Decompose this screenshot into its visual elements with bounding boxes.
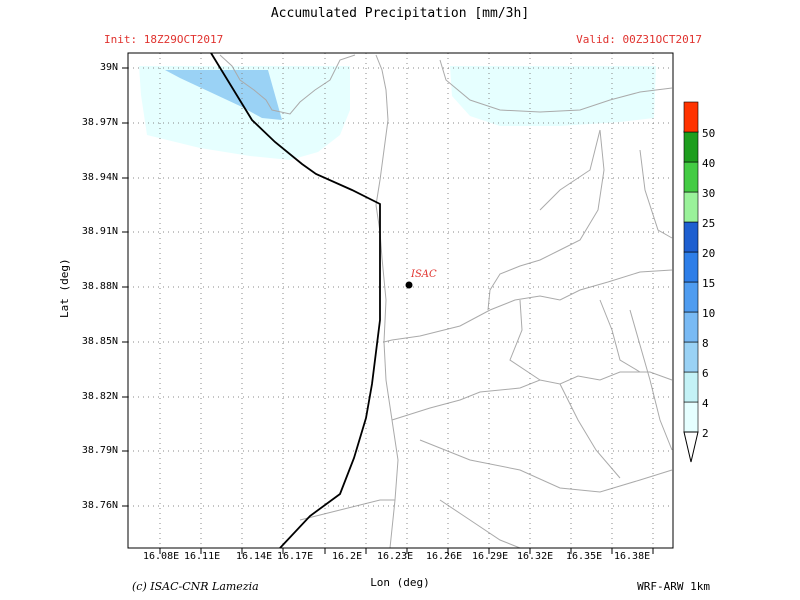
valid-time-label: Valid: 00Z31OCT2017 xyxy=(576,33,702,46)
colorbar-label: 20 xyxy=(702,247,716,260)
y-tick-label: 38.79N xyxy=(81,445,118,456)
colorbar-label: 2 xyxy=(702,427,709,440)
colorbar-label: 50 xyxy=(702,127,716,140)
x-tick-label: 16.2E xyxy=(332,551,363,562)
colorbar-swatch xyxy=(683,131,699,163)
plot-frame xyxy=(127,52,674,549)
map-title: Accumulated Precipitation [mm/3h] xyxy=(270,6,530,21)
axis-ticks xyxy=(122,67,654,554)
colorbar-swatch xyxy=(683,281,699,313)
colorbar-swatch xyxy=(683,101,699,133)
precip-area-nw xyxy=(139,66,350,160)
y-tick-label: 38.88N xyxy=(81,281,118,292)
x-tick-label: 16.23E xyxy=(377,551,414,562)
colorbar-swatch xyxy=(683,401,699,433)
colorbar-swatch xyxy=(683,251,699,283)
x-tick-label: 16.08E xyxy=(143,551,180,562)
precip-area-ne xyxy=(450,66,656,126)
x-tick-label: 16.17E xyxy=(277,551,314,562)
y-tick-label: 39N xyxy=(99,62,118,73)
station-marker xyxy=(405,281,413,289)
x-tick-label: 16.14E xyxy=(236,551,273,562)
credit-label: (c) ISAC-CNR Lamezia xyxy=(132,580,259,593)
colorbar-label: 10 xyxy=(702,307,716,320)
x-tick-label: 16.29E xyxy=(472,551,509,562)
colorbar-cap-bottom xyxy=(683,431,699,463)
graticule xyxy=(128,53,673,548)
y-tick-label: 38.76N xyxy=(81,500,118,511)
precip-area-core xyxy=(165,70,282,120)
colorbar-label: 15 xyxy=(702,277,716,290)
colorbar-swatch xyxy=(683,191,699,223)
colorbar-swatch xyxy=(683,311,699,343)
colorbar-label: 25 xyxy=(702,217,716,230)
coastline xyxy=(210,52,381,549)
precip-fields xyxy=(139,66,656,160)
colorbar-label: 6 xyxy=(702,367,709,380)
x-tick-label: 16.35E xyxy=(566,551,603,562)
y-tick-label: 38.94N xyxy=(81,172,118,183)
colorbar-swatch xyxy=(683,341,699,373)
y-tick-label: 38.85N xyxy=(81,336,118,347)
colorbar-label: 8 xyxy=(702,337,709,350)
y-tick-label: 38.82N xyxy=(81,391,118,402)
x-tick-label: 16.32E xyxy=(517,551,554,562)
colorbar xyxy=(683,101,699,463)
y-axis-label: Lat (deg) xyxy=(58,258,71,318)
model-label: WRF-ARW 1km xyxy=(637,580,710,593)
borders xyxy=(219,54,673,549)
colorbar-label: 40 xyxy=(702,157,716,170)
init-time-label: Init: 18Z29OCT2017 xyxy=(104,33,224,46)
colorbar-label: 4 xyxy=(702,397,709,410)
y-tick-label: 38.97N xyxy=(81,117,118,128)
y-tick-label: 38.91N xyxy=(81,226,118,237)
colorbar-label: 30 xyxy=(702,187,716,200)
colorbar-swatch xyxy=(683,371,699,403)
x-tick-label: 16.38E xyxy=(614,551,651,562)
station-label: ISAC xyxy=(411,269,437,280)
colorbar-swatch xyxy=(683,161,699,193)
x-axis-label: Lon (deg) xyxy=(370,576,430,589)
x-tick-label: 16.11E xyxy=(184,551,221,562)
colorbar-swatch xyxy=(683,221,699,253)
x-tick-label: 16.26E xyxy=(426,551,463,562)
